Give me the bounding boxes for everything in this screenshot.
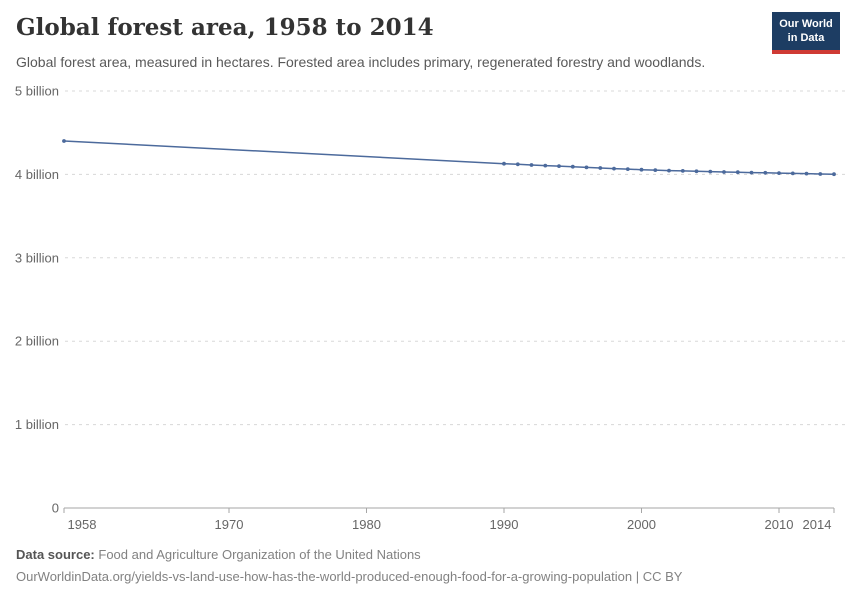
data-source-text: Food and Agriculture Organization of the…	[98, 547, 421, 562]
y-axis-tick-label: 5 billion	[15, 84, 59, 99]
data-point[interactable]	[515, 162, 520, 167]
data-point[interactable]	[570, 164, 575, 169]
data-point[interactable]	[612, 166, 616, 171]
data-point[interactable]	[735, 170, 740, 175]
data-point[interactable]	[639, 167, 644, 172]
x-axis-tick-label: 2014	[803, 517, 832, 532]
data-point[interactable]	[667, 168, 671, 173]
data-source-label: Data source:	[16, 547, 95, 562]
owid-logo-line2: in Data	[787, 32, 825, 45]
data-point[interactable]	[653, 168, 658, 172]
data-point[interactable]	[584, 165, 589, 170]
y-axis-tick-label: 4 billion	[15, 167, 59, 182]
data-point[interactable]	[543, 163, 548, 168]
data-point[interactable]	[598, 166, 603, 170]
data-point[interactable]	[62, 139, 66, 143]
citation-url-line: OurWorldinData.org/yields-vs-land-use-ho…	[16, 568, 683, 584]
page-title: Global forest area, 1958 to 2014	[16, 14, 434, 41]
data-point[interactable]	[529, 163, 534, 167]
data-point[interactable]	[502, 161, 506, 166]
data-point[interactable]	[804, 171, 809, 176]
y-axis-tick-label: 2 billion	[15, 334, 59, 349]
data-point[interactable]	[749, 170, 754, 175]
data-point[interactable]	[708, 169, 713, 174]
data-point[interactable]	[832, 172, 836, 177]
data-source-line: Data source: Food and Agriculture Organi…	[16, 546, 834, 564]
x-axis-tick-label: 1970	[215, 517, 244, 532]
data-point[interactable]	[763, 170, 768, 175]
owid-logo[interactable]: Our World in Data	[772, 12, 840, 54]
data-point[interactable]	[818, 172, 823, 176]
x-axis-tick-label: 1958	[68, 517, 97, 532]
chart-subtitle: Global forest area, measured in hectares…	[16, 53, 706, 70]
owid-logo-line1: Our World	[779, 18, 833, 30]
y-axis-tick-label: 0	[52, 501, 59, 516]
data-point[interactable]	[722, 170, 726, 174]
y-axis-tick-label: 3 billion	[15, 250, 59, 265]
line-chart: 0 1 billion 2 billion 3 billion 4 billion 5 b…	[15, 84, 846, 532]
data-point[interactable]	[625, 167, 630, 171]
data-point[interactable]	[694, 169, 699, 174]
chart-footer: Data source: Food and Agriculture Organi…	[16, 546, 834, 589]
x-axis-tick-label: 1990	[490, 517, 519, 532]
y-axis-tick-label: 1 billion	[15, 417, 59, 432]
data-point[interactable]	[680, 169, 685, 173]
data-point[interactable]	[557, 164, 561, 168]
data-point[interactable]	[777, 171, 781, 175]
data-point[interactable]	[790, 171, 795, 176]
x-axis-tick-label: 2010	[765, 517, 794, 532]
data-line	[63, 140, 835, 175]
x-axis-tick-label: 1980	[352, 517, 381, 532]
x-axis-tick-label: 2000	[627, 517, 656, 532]
